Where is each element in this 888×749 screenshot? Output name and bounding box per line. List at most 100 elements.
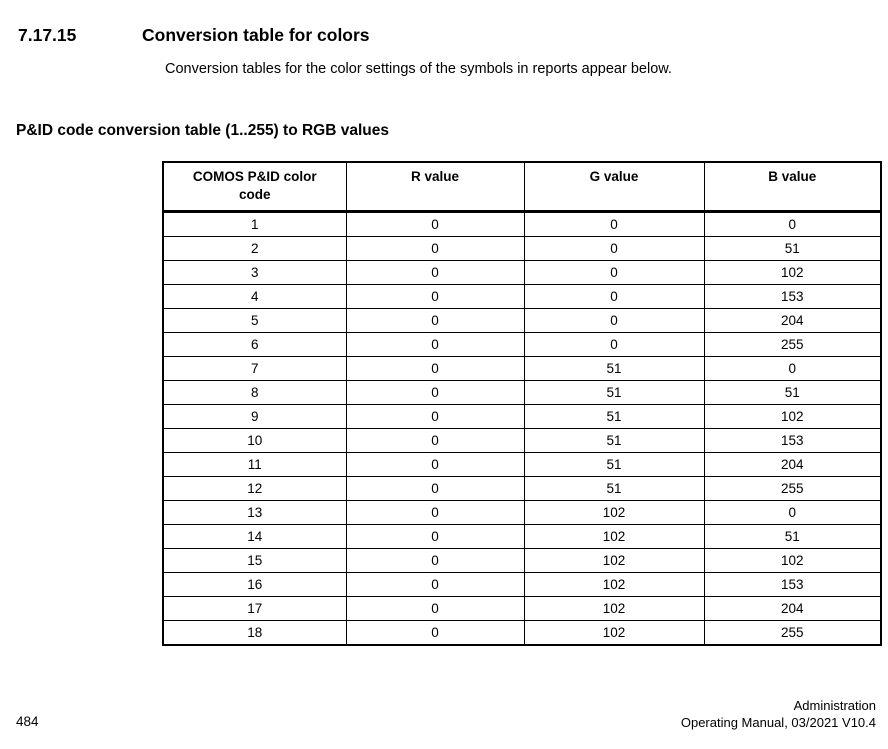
table-cell: 0 xyxy=(345,260,525,285)
table-cell: 0 xyxy=(345,284,525,309)
table-cell: 0 xyxy=(523,211,705,237)
table-cell: 255 xyxy=(703,332,882,357)
table-cell: 102 xyxy=(523,620,705,646)
table-cell: 51 xyxy=(703,524,882,549)
table-cell: 51 xyxy=(523,476,705,501)
table-cell: 0 xyxy=(703,211,882,237)
column-header-g-value: G value xyxy=(523,161,705,213)
table-cell: 51 xyxy=(523,404,705,429)
table-cell: 102 xyxy=(523,548,705,573)
table-row: 9 0 51 102 xyxy=(162,404,882,429)
table-cell: 14 xyxy=(162,524,347,549)
table-cell: 0 xyxy=(523,260,705,285)
table-cell: 18 xyxy=(162,620,347,646)
table-cell: 102 xyxy=(523,500,705,525)
section-heading: 7.17.15 Conversion table for colors xyxy=(18,25,870,45)
table-cell: 153 xyxy=(703,284,882,309)
table-row: 7 0 51 0 xyxy=(162,356,882,381)
section-title: Conversion table for colors xyxy=(142,25,370,45)
table-row: 12 0 51 255 xyxy=(162,476,882,501)
table-row: 6 0 0 255 xyxy=(162,332,882,357)
table-row: 4 0 0 153 xyxy=(162,284,882,309)
table-cell: 0 xyxy=(345,404,525,429)
table-cell: 11 xyxy=(162,452,347,477)
table-cell: 0 xyxy=(345,548,525,573)
footer-doc-version: Operating Manual, 03/2021 V10.4 xyxy=(680,715,876,730)
table-cell: 15 xyxy=(162,548,347,573)
table-row: 17 0 102 204 xyxy=(162,596,882,621)
table-cell: 0 xyxy=(345,452,525,477)
table-cell: 13 xyxy=(162,500,347,525)
table-cell: 7 xyxy=(162,356,347,381)
table-cell: 0 xyxy=(345,572,525,597)
column-header-r-value: R value xyxy=(345,161,525,213)
table-cell: 102 xyxy=(523,596,705,621)
table-cell: 0 xyxy=(345,356,525,381)
table-cell: 102 xyxy=(523,524,705,549)
table-cell: 6 xyxy=(162,332,347,357)
footer-doc-info: Administration Operating Manual, 03/2021… xyxy=(681,697,876,731)
table-cell: 12 xyxy=(162,476,347,501)
color-conversion-table: COMOS P&ID color code R value G value B … xyxy=(162,161,882,646)
table-cell: 16 xyxy=(162,572,347,597)
table-cell: 102 xyxy=(703,548,882,573)
table-cell: 0 xyxy=(345,236,525,261)
section-number: 7.17.15 xyxy=(18,25,77,45)
table-cell: 0 xyxy=(523,308,705,333)
table-cell: 153 xyxy=(703,572,882,597)
table-cell: 0 xyxy=(345,308,525,333)
table-cell: 0 xyxy=(703,356,882,381)
intro-paragraph: Conversion tables for the color settings… xyxy=(165,61,672,77)
table-cell: 102 xyxy=(523,572,705,597)
table-row: 14 0 102 51 xyxy=(162,524,882,549)
table-cell: 0 xyxy=(345,500,525,525)
page-number: 484 xyxy=(16,714,39,729)
table-row: 11 0 51 204 xyxy=(162,452,882,477)
table-cell: 0 xyxy=(523,332,705,357)
table-cell: 1 xyxy=(162,211,347,237)
table-cell: 2 xyxy=(162,236,347,261)
table-cell: 0 xyxy=(345,620,525,646)
table-cell: 255 xyxy=(703,620,882,646)
table-cell: 51 xyxy=(703,236,882,261)
table-row: 3 0 0 102 xyxy=(162,260,882,285)
table-header-row: COMOS P&ID color code R value G value B … xyxy=(162,161,882,213)
column-header-b-value: B value xyxy=(703,161,882,213)
table-row: 13 0 102 0 xyxy=(162,500,882,525)
table-cell: 8 xyxy=(162,380,347,405)
table-row: 2 0 0 51 xyxy=(162,236,882,261)
table-cell: 4 xyxy=(162,284,347,309)
table-caption: P&ID code conversion table (1..255) to R… xyxy=(16,122,389,139)
table-cell: 10 xyxy=(162,428,347,453)
table-row: 15 0 102 102 xyxy=(162,548,882,573)
table-cell: 153 xyxy=(703,428,882,453)
table-row: 8 0 51 51 xyxy=(162,380,882,405)
table-cell: 51 xyxy=(703,380,882,405)
table-cell: 17 xyxy=(162,596,347,621)
table-cell: 255 xyxy=(703,476,882,501)
table-cell: 51 xyxy=(523,356,705,381)
table-cell: 0 xyxy=(523,236,705,261)
table-cell: 5 xyxy=(162,308,347,333)
table-cell: 0 xyxy=(345,380,525,405)
table-cell: 102 xyxy=(703,404,882,429)
table-cell: 9 xyxy=(162,404,347,429)
footer-doc-section: Administration xyxy=(793,698,876,713)
color-table-body: 1 0 0 0 2 0 0 51 3 0 0 102 4 0 0 153 5 0 0 204 6 0 0 255 7 0 51 0 8 0… xyxy=(162,211,882,646)
table-cell: 204 xyxy=(703,452,882,477)
table-cell: 0 xyxy=(523,284,705,309)
conversion-table-wrapper: COMOS P&ID color code R value G value B … xyxy=(162,161,882,646)
table-cell: 0 xyxy=(345,211,525,237)
table-cell: 51 xyxy=(523,380,705,405)
table-row: 10 0 51 153 xyxy=(162,428,882,453)
table-cell: 0 xyxy=(345,332,525,357)
table-cell: 0 xyxy=(345,428,525,453)
table-cell: 0 xyxy=(345,524,525,549)
table-cell: 204 xyxy=(703,596,882,621)
table-row: 5 0 0 204 xyxy=(162,308,882,333)
table-cell: 102 xyxy=(703,260,882,285)
table-row: 18 0 102 255 xyxy=(162,620,882,646)
table-cell: 204 xyxy=(703,308,882,333)
